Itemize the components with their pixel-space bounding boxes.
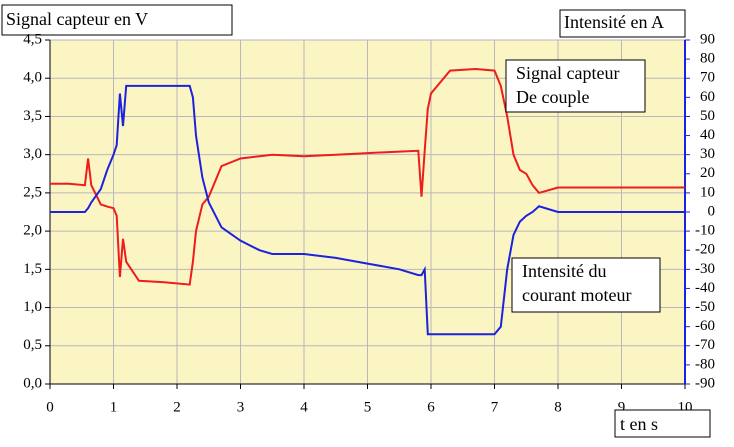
- legend-label: Intensité du: [522, 261, 606, 281]
- legend-label: Signal capteur: [516, 63, 619, 83]
- y-tick-label: 2,5: [23, 184, 42, 200]
- x-tick-label: 6: [427, 399, 435, 415]
- y2-tick-label: 10: [700, 184, 715, 200]
- y-tick-label: 3,5: [23, 108, 42, 124]
- y-tick-label: 1,5: [23, 261, 42, 277]
- legend-label: courant moteur: [522, 285, 631, 305]
- legend-box: [505, 59, 646, 113]
- x-tick-label: 0: [46, 399, 54, 415]
- y2-tick-label: -90: [695, 375, 715, 391]
- x-tick-label: 1: [110, 399, 118, 415]
- y2-tick-label: 40: [700, 127, 715, 143]
- x-tick-label: 5: [364, 399, 372, 415]
- x-tick-label: 9: [618, 399, 626, 415]
- y2-tick-label: 80: [700, 51, 715, 67]
- y-tick-label: 0,0: [23, 375, 42, 391]
- y-tick-label: 1,0: [23, 299, 42, 315]
- y-tick-label: 3,0: [23, 146, 42, 162]
- y2-tick-label: 20: [700, 165, 715, 181]
- y-axis-label: Signal capteur en V: [6, 9, 148, 29]
- y-tick-label: 4,5: [23, 31, 42, 47]
- y2-label-box: [559, 9, 686, 38]
- y2-tick-label: 50: [700, 108, 715, 124]
- y2-tick-label: 70: [700, 70, 715, 86]
- y2-tick-label: -40: [695, 280, 715, 296]
- series-line: [50, 84, 685, 336]
- legend-box: [511, 257, 661, 313]
- x-tick-label: 3: [237, 399, 245, 415]
- series-line: [50, 67, 685, 286]
- x-tick-label: 2: [173, 399, 181, 415]
- y2-tick-label: 90: [700, 31, 715, 47]
- y-tick-label: 4,0: [23, 70, 42, 86]
- y2-tick-label: -80: [695, 356, 715, 372]
- x-label-box: [614, 409, 711, 438]
- y2-tick-label: -30: [695, 261, 715, 277]
- x-tick-label: 7: [491, 399, 499, 415]
- x-tick-label: 8: [554, 399, 562, 415]
- legend-label: De couple: [516, 87, 589, 107]
- y2-axis-label: Intensité en A: [564, 12, 664, 32]
- y2-tick-label: 60: [700, 89, 715, 105]
- y2-tick-label: 30: [700, 146, 715, 162]
- y2-tick-label: -60: [695, 318, 715, 334]
- x-tick-label: 4: [300, 399, 308, 415]
- y2-tick-label: -10: [695, 223, 715, 239]
- y2-tick-label: -70: [695, 337, 715, 353]
- y2-tick-label: -20: [695, 242, 715, 258]
- y2-tick-label: -50: [695, 299, 715, 315]
- x-axis-label: t en s: [620, 414, 658, 434]
- y2-tick-label: 0: [708, 203, 716, 219]
- y-tick-label: 2,0: [23, 223, 42, 239]
- y-label-box: [1, 4, 233, 36]
- y-tick-label: 0,5: [23, 337, 42, 353]
